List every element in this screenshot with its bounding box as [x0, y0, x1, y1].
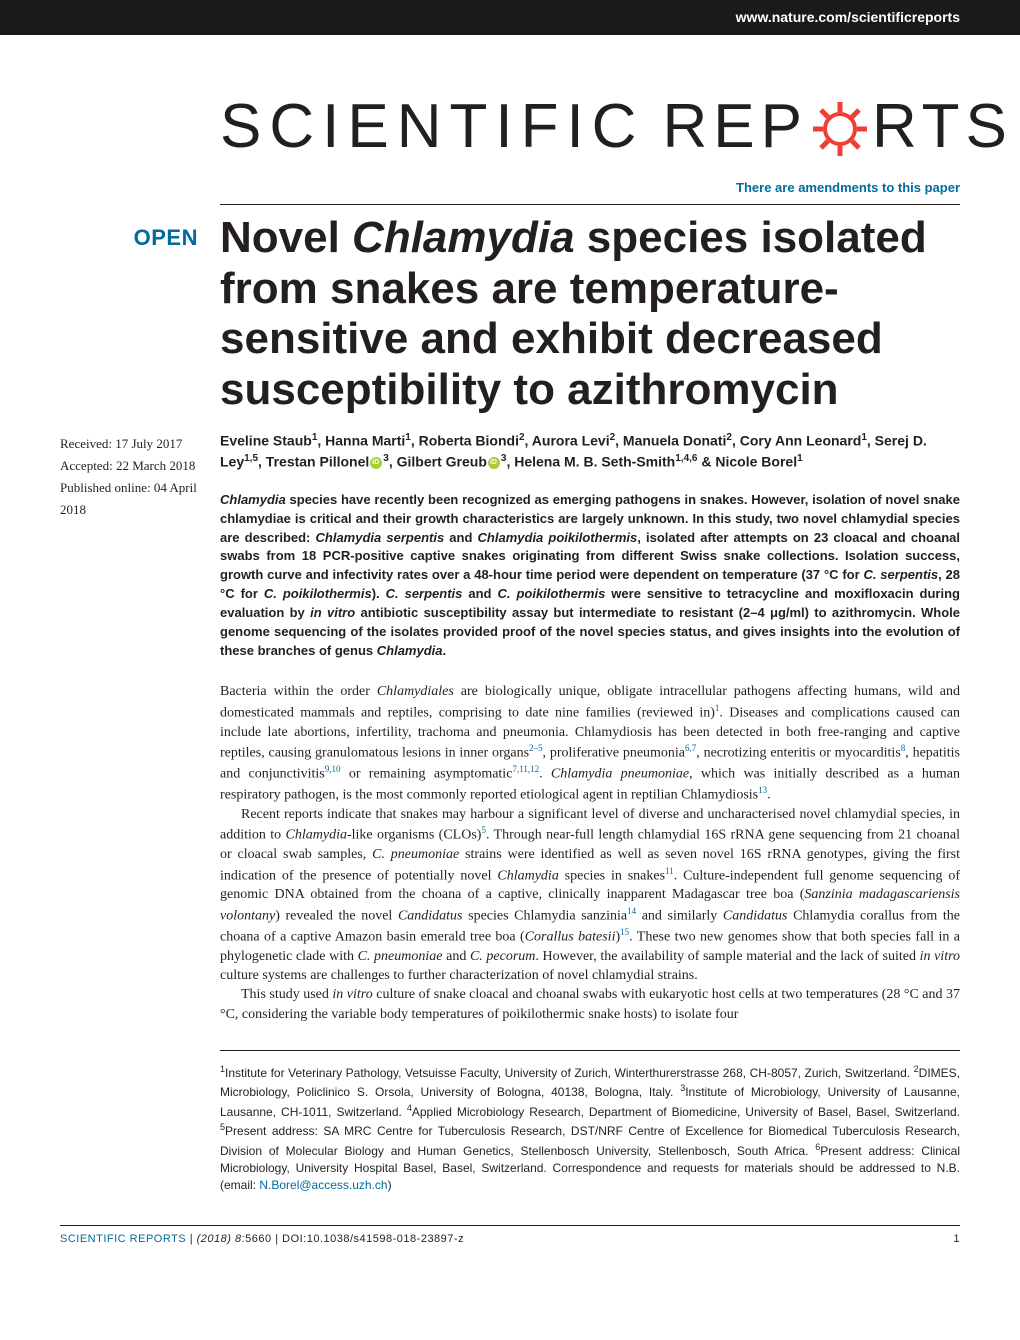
left-column: OPEN Received: 17 July 2017 Accepted: 22… — [0, 205, 220, 1195]
logo-word-rts: RTS — [872, 85, 1013, 169]
header-url[interactable]: www.nature.com/scientificreports — [736, 9, 960, 25]
date-received: Received: 17 July 2017 — [60, 433, 198, 455]
main-column: Novel Chlamydia species isolated from sn… — [220, 205, 960, 1195]
title-italic: Chlamydia — [352, 213, 575, 262]
page-footer: SCIENTIFIC REPORTS | (2018) 8:5660 | DOI… — [60, 1225, 960, 1247]
open-access-badge: OPEN — [60, 223, 198, 253]
journal-logo: SCIENTIFIC REP RTS — [220, 85, 1020, 169]
footer-page-number: 1 — [953, 1232, 960, 1247]
affiliations: 1Institute for Veterinary Pathology, Vet… — [220, 1050, 960, 1195]
logo-word-scientific: SCIENTIFIC — [220, 85, 644, 169]
footer-left: SCIENTIFIC REPORTS | (2018) 8:5660 | DOI… — [60, 1232, 464, 1247]
dates-block: Received: 17 July 2017 Accepted: 22 Marc… — [60, 433, 198, 521]
gear-icon — [810, 97, 870, 157]
body-p1: Bacteria within the order Chlamydiales a… — [220, 682, 960, 805]
date-accepted: Accepted: 22 March 2018 — [60, 455, 198, 477]
title-pre: Novel — [220, 213, 352, 262]
body-p3: This study used in vitro culture of snak… — [220, 985, 960, 1024]
amendments-link[interactable]: There are amendments to this paper — [0, 179, 1020, 205]
abstract: Chlamydia species have recently been rec… — [220, 491, 960, 661]
top-header-bar: www.nature.com/scientificreports — [0, 0, 1020, 35]
footer-citation: | (2018) 8:5660 | DOI:10.1038/s41598-018… — [186, 1233, 464, 1245]
footer-journal: SCIENTIFIC REPORTS — [60, 1233, 186, 1245]
author-list: Eveline Staub1, Hanna Marti1, Roberta Bi… — [220, 430, 960, 473]
content-wrap: OPEN Received: 17 July 2017 Accepted: 22… — [0, 205, 1020, 1195]
body-p2: Recent reports indicate that snakes may … — [220, 805, 960, 985]
article-title: Novel Chlamydia species isolated from sn… — [220, 213, 960, 415]
logo-word-rep: REP — [662, 85, 807, 169]
date-published: Published online: 04 April 2018 — [60, 477, 198, 521]
body-text: Bacteria within the order Chlamydiales a… — [220, 682, 960, 1024]
